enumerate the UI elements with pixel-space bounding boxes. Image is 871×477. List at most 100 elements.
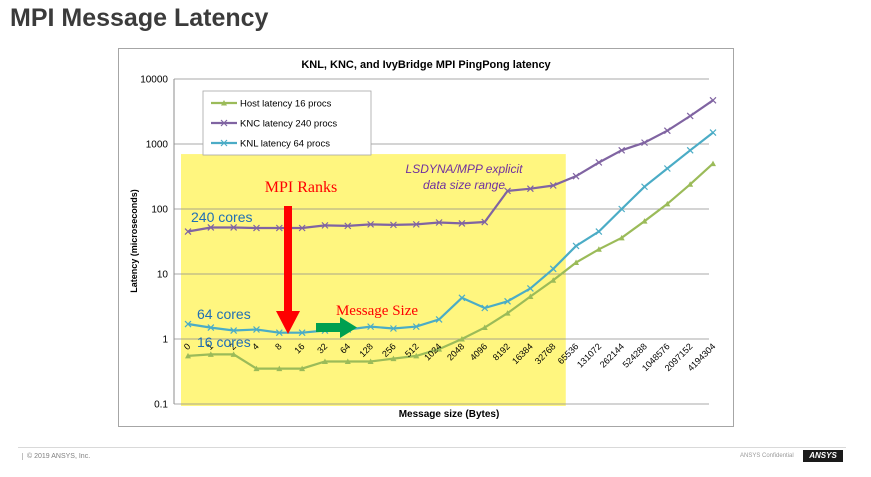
data-point xyxy=(664,200,671,207)
xtick-label: 8 xyxy=(273,341,284,352)
series-line-2 xyxy=(187,131,714,334)
data-point xyxy=(618,234,625,241)
data-point xyxy=(572,172,580,180)
data-point xyxy=(275,329,283,337)
data-point xyxy=(686,146,694,154)
footer-copyright: © 2019 ANSYS, Inc. xyxy=(22,453,90,460)
data-point xyxy=(298,224,306,232)
data-point xyxy=(526,185,534,193)
data-point xyxy=(618,205,626,213)
data-point xyxy=(184,320,192,328)
data-point xyxy=(549,182,557,189)
data-point xyxy=(595,228,603,235)
data-point xyxy=(526,284,534,292)
slide-title: MPI Message Latency xyxy=(10,4,269,32)
data-point xyxy=(595,246,602,252)
data-point xyxy=(207,324,215,331)
data-point xyxy=(435,316,443,323)
data-point xyxy=(344,358,351,365)
data-point xyxy=(595,159,603,166)
ansys-logo: ANSYS xyxy=(803,450,843,462)
cores-64-label: 64 cores xyxy=(197,306,251,322)
data-point xyxy=(504,187,511,195)
data-point xyxy=(230,224,238,231)
x-axis-label: Message size (Bytes) xyxy=(399,409,500,420)
data-point xyxy=(230,327,238,334)
legend-marker xyxy=(220,139,228,147)
data-point xyxy=(185,352,191,359)
data-point xyxy=(367,220,375,228)
data-point xyxy=(458,294,466,302)
data-point xyxy=(390,221,397,229)
data-point xyxy=(367,358,374,365)
range-label-line1: LSDYNA/MPP explicit xyxy=(406,162,524,176)
data-point xyxy=(550,277,557,283)
data-point xyxy=(435,219,443,226)
legend-marker xyxy=(221,100,227,106)
legend-label: KNL latency 64 procs xyxy=(240,139,330,150)
xtick-label: 1 xyxy=(205,341,216,352)
cores-240-label: 240 cores xyxy=(191,209,252,225)
ytick-label: 10 xyxy=(157,270,169,281)
data-point xyxy=(412,220,420,228)
data-point xyxy=(481,218,489,226)
ytick-label: 0.1 xyxy=(154,400,168,411)
mpi-ranks-arrow-head xyxy=(276,311,300,334)
data-point xyxy=(412,323,420,331)
data-point xyxy=(481,324,488,331)
legend-label: KNC latency 240 procs xyxy=(240,119,337,130)
series-line-0 xyxy=(187,162,714,370)
chart-title: KNL, KNC, and IvyBridge MPI PingPong lat… xyxy=(301,59,551,71)
data-point xyxy=(549,265,557,273)
data-point xyxy=(481,304,489,312)
data-point xyxy=(253,224,260,232)
data-point xyxy=(572,242,580,250)
chart-frame: 0.1 1 10 100 1000 10000 KNL, KNC, and IvyBridg… xyxy=(118,48,734,427)
ytick-label: 1000 xyxy=(146,140,169,151)
cores-16-label: 16 cores xyxy=(197,334,251,350)
data-point xyxy=(299,365,306,372)
data-point xyxy=(687,181,694,187)
xtick-label: 262144 xyxy=(598,341,626,369)
data-point xyxy=(321,358,328,365)
xtick-label: 4 xyxy=(250,341,261,352)
series-line-1 xyxy=(187,99,714,233)
data-point xyxy=(641,183,648,191)
data-point xyxy=(184,228,192,235)
data-point xyxy=(344,222,352,230)
footer-confidential: ANSYS Confidential xyxy=(740,453,794,459)
data-point xyxy=(618,146,626,154)
data-point xyxy=(663,165,671,172)
mpi-ranks-arrow-shaft xyxy=(284,206,292,311)
y-axis-label: Latency (microseconds) xyxy=(129,189,139,293)
data-point xyxy=(527,293,534,300)
legend-label: Host latency 16 procs xyxy=(240,99,332,110)
legend-marker xyxy=(220,119,228,127)
data-point xyxy=(253,365,260,372)
footer-divider xyxy=(18,447,846,448)
xtick-label: 2 xyxy=(227,341,238,352)
data-point xyxy=(230,351,237,357)
range-label-line2: data size range xyxy=(423,178,505,192)
data-point xyxy=(253,326,260,333)
data-point xyxy=(573,259,580,266)
ytick-label: 100 xyxy=(151,205,168,216)
data-point xyxy=(641,218,648,224)
message-size-label: Message Size xyxy=(336,303,418,319)
data-point xyxy=(390,325,397,332)
ytick-label: 10000 xyxy=(140,75,168,86)
data-point xyxy=(458,336,465,342)
data-point xyxy=(641,139,648,147)
data-point xyxy=(207,224,215,231)
xtick-label: 0 xyxy=(182,341,193,352)
message-size-arrow-shaft xyxy=(316,323,340,332)
data-point xyxy=(413,352,420,359)
data-point xyxy=(275,224,283,232)
data-point xyxy=(709,129,717,136)
data-point xyxy=(504,297,511,305)
data-point xyxy=(709,96,717,104)
data-point xyxy=(276,365,283,372)
data-point xyxy=(663,127,671,135)
data-point xyxy=(298,329,306,337)
mpi-ranks-label: MPI Ranks xyxy=(265,179,337,196)
